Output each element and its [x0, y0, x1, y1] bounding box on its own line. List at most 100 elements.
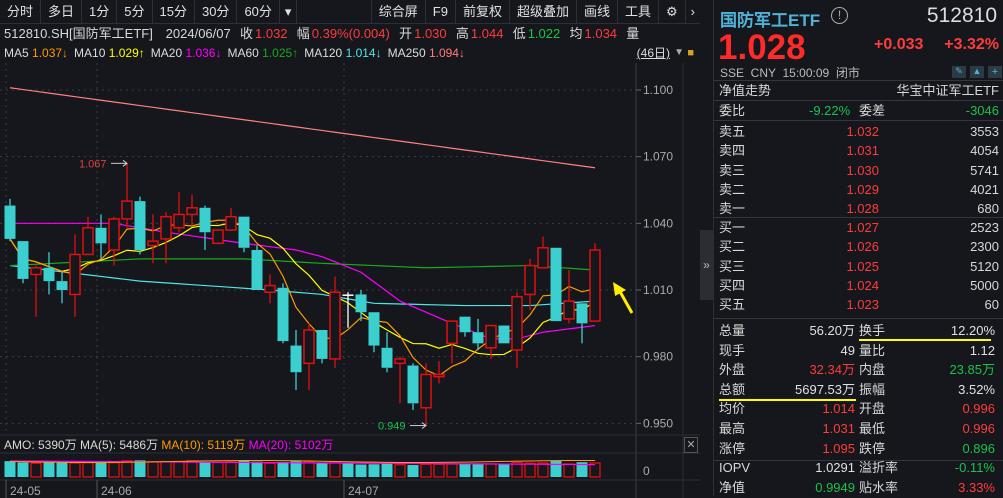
stat-label: 贴水率	[859, 479, 899, 495]
draw-line-button[interactable]: 画线	[577, 0, 618, 24]
stat-label: 溢折率	[859, 460, 899, 476]
amo-ma20: MA(20): 5102万	[248, 438, 334, 452]
candle	[329, 276, 341, 368]
candle-body	[82, 227, 94, 256]
tab-1min[interactable]: 1分	[82, 0, 118, 24]
candle	[173, 192, 185, 233]
open-value: 1.030	[414, 26, 447, 41]
volume-bar	[212, 461, 224, 478]
ask-level-label: 卖五	[719, 124, 746, 139]
ma250-line	[9, 87, 596, 169]
tab-30min[interactable]: 30分	[195, 0, 238, 24]
ma-list: MA5 1.037↓ MA10 1.029↑ MA20 1.036↓ MA60 1.0…	[4, 46, 465, 60]
stat-value: 1.031	[822, 421, 855, 436]
candle	[407, 363, 419, 410]
edit-icon[interactable]: ✎	[952, 66, 966, 78]
candle	[43, 252, 55, 295]
volume-bar	[316, 462, 328, 477]
stat-value: 3.33%	[958, 479, 995, 495]
ask-volume: 680	[977, 201, 999, 217]
info-icon[interactable]: !	[831, 7, 848, 24]
candle	[511, 292, 523, 368]
lock-icon[interactable]: ■	[687, 47, 694, 59]
y-tick-label: 0.950	[643, 416, 673, 430]
ma-value: 1.025↑	[262, 46, 299, 60]
divider	[714, 460, 1003, 461]
candle-body	[134, 201, 146, 250]
f9-button[interactable]: F9	[426, 0, 456, 24]
ask-row[interactable]: 卖三 1.030 5741	[719, 161, 999, 181]
ask-price: 1.029	[846, 181, 879, 197]
nav-trend-link[interactable]: 净值走势	[719, 83, 772, 98]
volume-bar	[199, 461, 211, 477]
divider	[714, 80, 1003, 81]
super-overlay-button[interactable]: 超级叠加	[510, 0, 577, 24]
composite-screen-button[interactable]: 综合屏	[370, 0, 426, 24]
ask-price: 1.028	[846, 201, 879, 217]
ask-row[interactable]: 卖一 1.028 680	[719, 199, 999, 219]
period-count[interactable]: (46日)	[636, 46, 670, 60]
volume-bar	[264, 462, 276, 478]
bid-volume: 2300	[970, 239, 999, 255]
annotation-arrowhead	[122, 159, 128, 167]
candle	[30, 265, 42, 317]
ask-row[interactable]: 卖五 1.032 3553	[719, 122, 999, 142]
ask-row[interactable]: 卖二 1.029 4021	[719, 180, 999, 200]
candle	[251, 245, 263, 290]
bid-level-label: 买二	[719, 239, 746, 255]
period-more-dropdown[interactable]: ▾	[280, 0, 298, 24]
candle-body	[485, 324, 497, 349]
candle-body	[316, 330, 328, 359]
bid-row[interactable]: 买二 1.026 2300	[719, 237, 999, 257]
amo-ma10: MA(10): 5119万	[161, 438, 246, 452]
add-icon[interactable]: +	[988, 66, 1002, 78]
alert-bell-icon[interactable]: ▲	[970, 66, 984, 78]
volume-bar	[95, 461, 107, 477]
stat-value: 49	[840, 342, 855, 358]
volume-bar	[108, 462, 120, 478]
bid-volume: 2523	[970, 220, 999, 235]
close-volume-pane-icon[interactable]: ✕	[684, 437, 698, 453]
ask-price: 1.032	[846, 124, 879, 139]
candle-body	[95, 227, 107, 244]
tab-5min[interactable]: 5分	[117, 0, 153, 24]
volume-bar	[251, 461, 263, 477]
volume-label: 量	[626, 26, 640, 41]
divider	[714, 120, 1003, 121]
tab-60min[interactable]: 60分	[237, 0, 280, 24]
stat-label: 涨停	[719, 440, 746, 456]
bid-row[interactable]: 买一 1.027 2523	[719, 218, 999, 238]
candle-body	[589, 249, 601, 322]
candle	[537, 236, 549, 269]
expand-panel-button[interactable]: »	[700, 230, 713, 300]
tools-button[interactable]: 工具	[618, 0, 659, 24]
volume-axis-label: 0	[643, 464, 650, 478]
forward-adjust-button[interactable]: 前复权	[456, 0, 510, 24]
triangle-down-icon[interactable]: ▼	[674, 47, 684, 58]
stat-label: 现手	[719, 342, 746, 358]
stat-value: 0.996	[962, 401, 995, 417]
candle-body	[277, 287, 289, 342]
tab-15min[interactable]: 15分	[153, 0, 195, 24]
gear-icon[interactable]: ⚙	[659, 0, 686, 24]
bid-row[interactable]: 买四 1.024 5000	[719, 276, 999, 296]
stat-value: 3.52%	[958, 381, 995, 397]
candle-body	[173, 213, 185, 229]
chevron-right-icon[interactable]: ›	[690, 3, 695, 19]
bid-row[interactable]: 买三 1.025 5120	[719, 257, 999, 277]
candle-body	[511, 295, 523, 351]
candle-body	[472, 332, 484, 344]
candle	[355, 290, 367, 322]
stat-label: 量比	[859, 342, 886, 358]
kline-chart[interactable]: 1.100 1.070 1.040 1.010 0.980 0.950 24-05 24-06…	[0, 63, 700, 498]
stat-label: 均价	[719, 401, 746, 417]
bid-row[interactable]: 买五 1.023 60	[719, 295, 999, 315]
bid-price: 1.023	[846, 297, 879, 313]
candle	[589, 243, 601, 322]
volume-bar	[17, 462, 29, 477]
ma10-line	[9, 222, 596, 356]
volume-bar	[329, 461, 341, 478]
tab-fenshi[interactable]: 分时	[0, 0, 42, 24]
ask-row[interactable]: 卖四 1.031 4054	[719, 141, 999, 161]
tab-multiday[interactable]: 多日	[41, 0, 83, 24]
